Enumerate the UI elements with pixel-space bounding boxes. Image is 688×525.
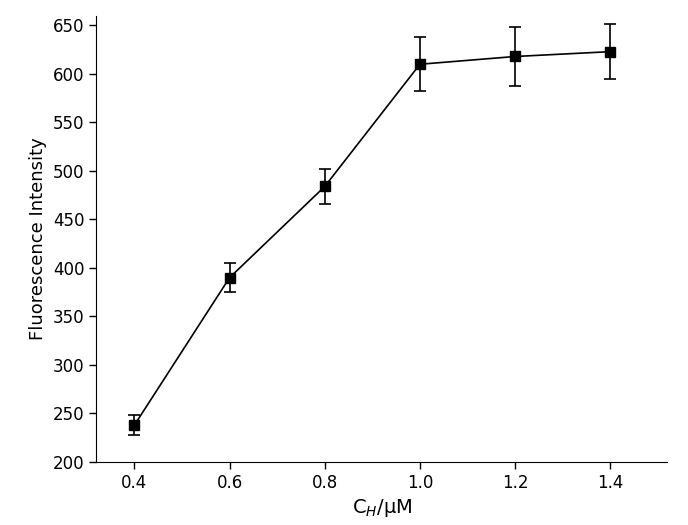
- X-axis label: C$_{H}$/μM: C$_{H}$/μM: [352, 497, 412, 519]
- Y-axis label: Fluorescence Intensity: Fluorescence Intensity: [30, 138, 47, 340]
